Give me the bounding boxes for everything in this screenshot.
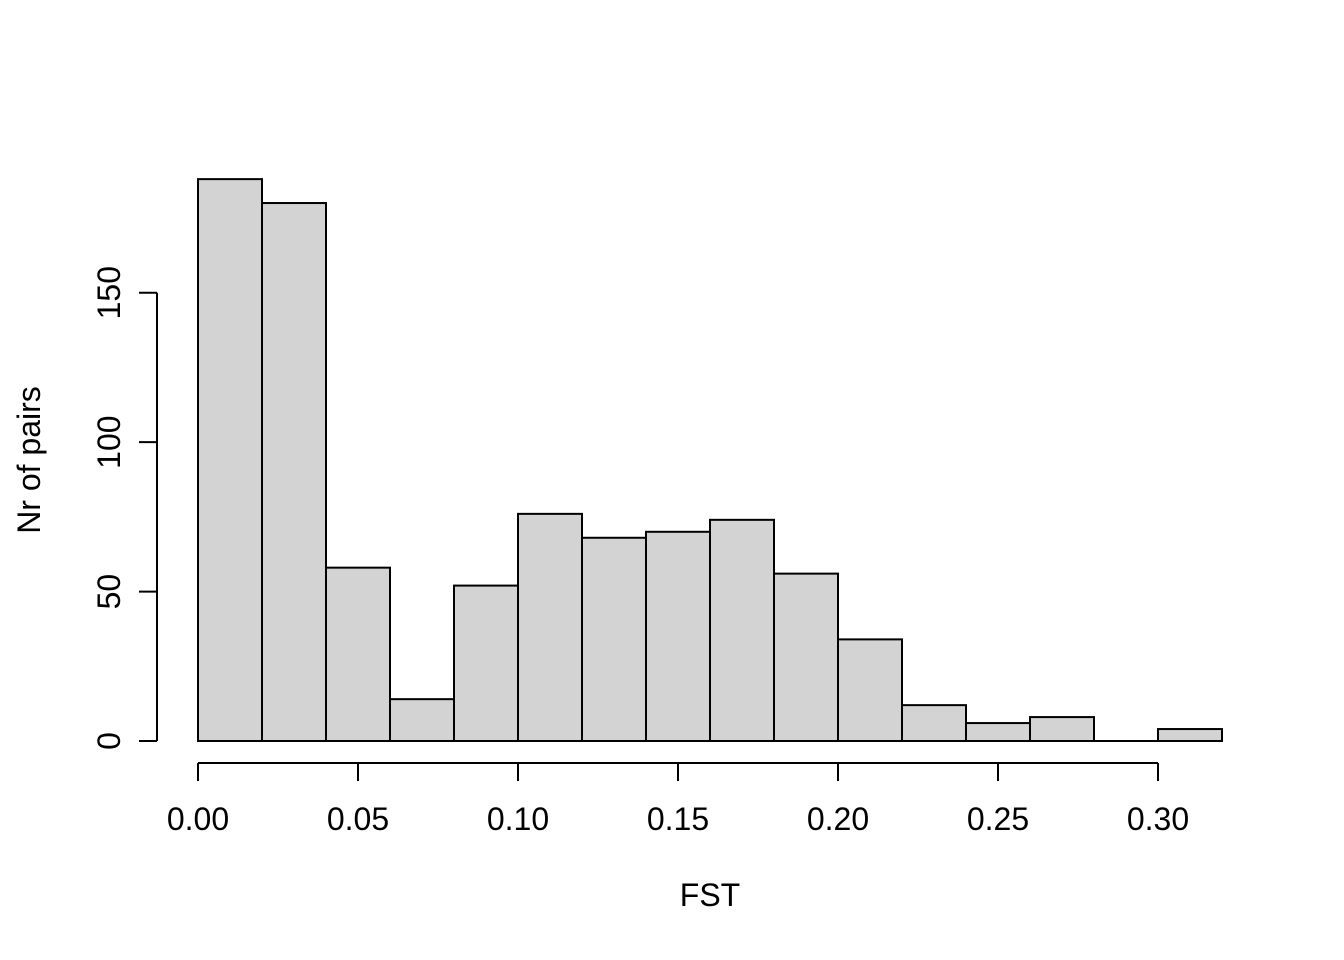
- x-tick-label: 0.05: [327, 801, 389, 837]
- x-tick-label: 0.00: [167, 801, 229, 837]
- y-tick-label: 50: [91, 574, 127, 610]
- histogram-bar: [837, 638, 903, 743]
- x-tick-label: 0.30: [1127, 801, 1189, 837]
- histogram-bar: [1029, 716, 1095, 742]
- x-tick-label: 0.15: [647, 801, 709, 837]
- bars-layer: [197, 178, 1223, 743]
- histogram-bar: [261, 202, 327, 742]
- x-tick-label: 0.25: [967, 801, 1029, 837]
- histogram-bar: [325, 566, 391, 742]
- histogram-bar: [709, 518, 775, 742]
- y-tick-label: 150: [91, 266, 127, 319]
- histogram-bar: [645, 530, 711, 743]
- histogram-bar: [517, 512, 583, 743]
- histogram-bar: [389, 698, 455, 743]
- y-tick-label: 100: [91, 415, 127, 468]
- y-axis: 0 50 100 150: [91, 266, 158, 750]
- histogram-bar: [965, 722, 1031, 743]
- histogram-bar: [1157, 728, 1223, 743]
- y-tick-label: 0: [91, 732, 127, 750]
- histogram-bar: [581, 536, 647, 742]
- x-axis-title: FST: [680, 877, 740, 913]
- histogram-bar: [197, 178, 263, 743]
- x-tick-label: 0.20: [807, 801, 869, 837]
- y-axis-title: Nr of pairs: [11, 386, 47, 534]
- x-tick-label: 0.10: [487, 801, 549, 837]
- histogram-bar: [453, 584, 519, 742]
- histogram-bar: [773, 572, 839, 743]
- histogram-bar: [901, 704, 967, 743]
- x-axis: 0.00 0.05 0.10 0.15 0.20 0.25 0.30: [167, 762, 1189, 837]
